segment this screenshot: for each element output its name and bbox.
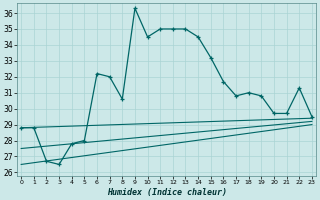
X-axis label: Humidex (Indice chaleur): Humidex (Indice chaleur) bbox=[107, 188, 227, 197]
